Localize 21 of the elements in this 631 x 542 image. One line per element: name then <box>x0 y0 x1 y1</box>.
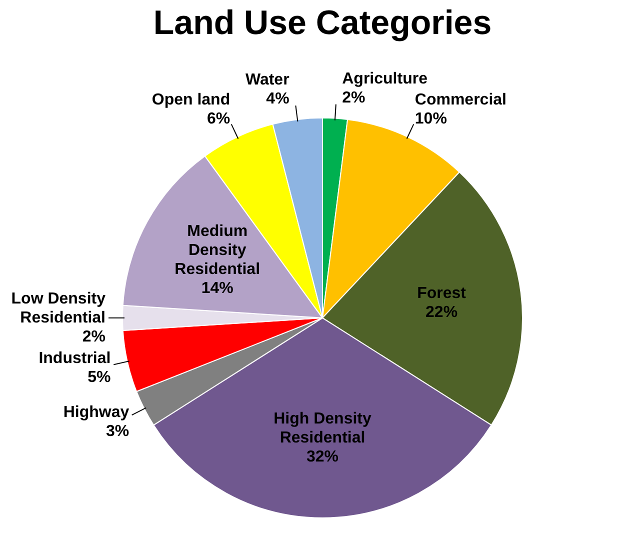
slice-label: High Density Residential <box>274 410 372 446</box>
data-label: 14% <box>201 280 234 297</box>
slice-label: Commercial <box>414 92 506 109</box>
slice-label: Forest <box>417 284 467 302</box>
data-label: 32% <box>306 448 339 466</box>
data-label: 2% <box>342 89 366 106</box>
data-label: 4% <box>266 90 290 108</box>
slice-label: Medium Density Residential <box>174 222 260 278</box>
slice-label: Highway <box>63 404 130 422</box>
data-label: 22% <box>426 304 458 321</box>
data-label: 6% <box>206 110 230 128</box>
data-label: 3% <box>106 423 130 440</box>
slice-label: Low Density Residential <box>11 290 106 326</box>
slice-label: Open land <box>152 92 230 109</box>
data-label: 5% <box>88 368 111 386</box>
data-label: 10% <box>414 110 447 128</box>
slice-label: Agriculture <box>342 70 428 88</box>
chart-title: Land Use Categories <box>153 4 492 42</box>
slice-label: Industrial <box>38 350 111 367</box>
slice-label: Water <box>245 72 290 89</box>
data-label: 2% <box>82 328 106 346</box>
